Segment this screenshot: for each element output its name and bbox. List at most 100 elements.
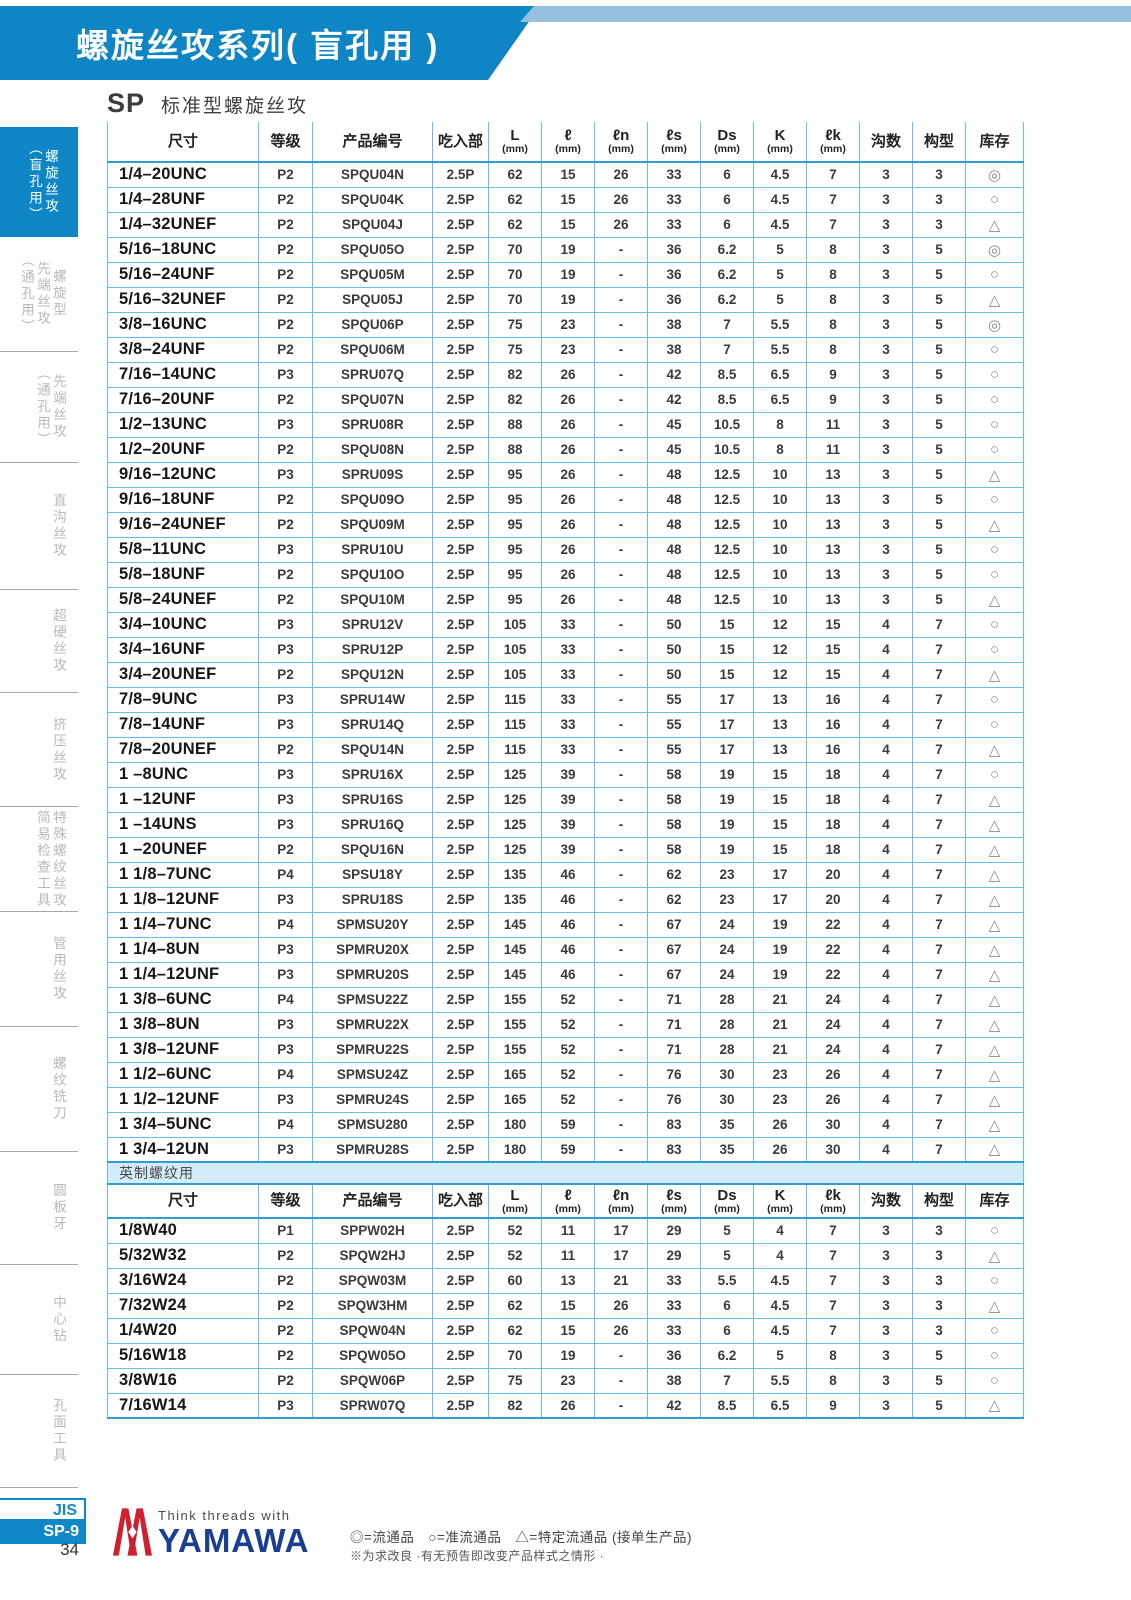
L-cell: 70 [488,236,542,263]
product-code-cell: SPQW2HJ [312,1242,433,1269]
flutes-cell: 4 [859,961,913,988]
lk-cell: 22 [806,961,860,988]
K-cell: 19 [753,961,807,988]
sidebar-tab-4[interactable]: 直沟丝攻 [0,463,78,590]
sidebar-tab-8[interactable]: 管用丝攻 [0,912,78,1027]
size-cell: 1 1/4–7UNC [107,911,259,938]
L-cell: 125 [488,811,542,838]
sidebar-tab-5[interactable]: 超硬丝攻 [0,590,78,693]
table-row: 5/8–18UNF P2 SPQU10O 2.5P 95 26-48 12.5 10 13 3 5 ○ [107,561,1024,588]
form-cell: 7 [912,911,966,938]
table-row: 3/16W24 P2 SPQW03M 2.5P 60 13 21 33 5.5 4.5 7 3 3 ○ [107,1267,1024,1294]
table-row: 7/16W14 P3 SPRW07Q 2.5P 82 26-42 8.5 6.5 9 3 5 △ [107,1392,1024,1419]
product-code-cell: SPQU05O [312,236,433,263]
l-cell: 26 [541,536,595,563]
product-code-cell: SPQU12N [312,661,433,688]
page-ref-badge: SP-9 [0,1519,86,1544]
ln-cell: - [594,236,648,263]
size-cell: 5/32W32 [107,1242,259,1269]
grade-cell: P3 [258,1036,313,1063]
ls-cell: 71 [647,986,701,1013]
sidebar-tab-2[interactable]: 螺旋型 先端丝攻 （通孔用） [0,237,78,352]
flutes-cell: 3 [859,1217,913,1244]
Ds-cell: 10.5 [700,436,754,463]
stock-cell: △ [965,211,1024,238]
L-cell: 135 [488,861,542,888]
lk-cell: 9 [806,386,860,413]
product-code-cell: SPQU05M [312,261,433,288]
stock-cell: △ [965,736,1024,763]
form-cell: 3 [912,1317,966,1344]
L-cell: 70 [488,1342,542,1369]
L-cell: 95 [488,561,542,588]
ls-cell: 48 [647,461,701,488]
K-cell: 10 [753,486,807,513]
size-cell: 3/8W16 [107,1367,259,1394]
sidebar-tab-11[interactable]: 中心钻 [0,1265,78,1375]
table-row: 1 3/4–5UNC P4 SPMSU280 2.5P 180 59-83 35 26 30 4 7… [107,1111,1024,1138]
form-cell: 5 [912,1367,966,1394]
sidebar-tab-3[interactable]: 先端丝攻 （通孔用） [0,352,78,463]
form-cell: 3 [912,186,966,213]
grade-cell: P3 [258,936,313,963]
lk-cell: 16 [806,736,860,763]
sidebar-tab-label: 先端丝攻 [51,374,66,440]
sidebar-tab-12[interactable]: 孔面工具 [0,1375,78,1488]
stock-cell: △ [965,861,1024,888]
sidebar-tab-6[interactable]: 挤压丝攻 [0,693,78,807]
size-cell: 1/4–28UNF [107,186,259,213]
ls-cell: 55 [647,736,701,763]
lk-cell: 8 [806,1342,860,1369]
K-cell: 12 [753,636,807,663]
size-cell: 5/8–11UNC [107,536,259,563]
sidebar-tab-7[interactable]: 特殊螺纹丝攻 简易检查工具 [0,807,78,912]
header-row: 尺寸 等级 产品编号 吃入部 L (mm) ℓ (mm) ℓn (mm) ℓs (mm) Ds (mm) K… [107,122,1024,163]
size-cell: 1/2–13UNC [107,411,259,438]
form-cell: 7 [912,811,966,838]
grade-cell: P2 [258,386,313,413]
size-cell: 1 –14UNS [107,811,259,838]
K-cell: 5 [753,236,807,263]
size-cell: 1 –20UNEF [107,836,259,863]
l-cell: 26 [541,511,595,538]
ln-cell: - [594,761,648,788]
sidebar-tab-9[interactable]: 螺纹铣刀 [0,1027,78,1152]
chamfer-cell: 2.5P [432,636,489,663]
form-cell: 5 [912,436,966,463]
form-cell: 7 [912,886,966,913]
flutes-cell: 3 [859,361,913,388]
flutes-cell: 4 [859,1111,913,1138]
sidebar-tab-1[interactable]: 螺旋丝攻 （盲孔用） [0,127,78,237]
flutes-cell: 4 [859,886,913,913]
L-cell: 155 [488,1036,542,1063]
size-cell: 1 –12UNF [107,786,259,813]
size-cell: 5/16–32UNEF [107,286,259,313]
flutes-cell: 4 [859,1011,913,1038]
lk-cell: 18 [806,761,860,788]
size-cell: 5/8–24UNEF [107,586,259,613]
stock-cell: △ [965,1061,1024,1088]
ls-cell: 45 [647,411,701,438]
K-cell: 26 [753,1111,807,1138]
col-header-K: K (mm) [753,1183,807,1219]
Ds-cell: 7 [700,336,754,363]
col-header-ls: ℓs (mm) [647,122,701,163]
sidebar-tab-10[interactable]: 圆板牙 [0,1152,78,1265]
chamfer-cell: 2.5P [432,1317,489,1344]
table-row: 1 –20UNEF P2 SPQU16N 2.5P 125 39-58 19 15 18 4 7 △ [107,836,1024,863]
K-cell: 4 [753,1217,807,1244]
ln-cell: - [594,511,648,538]
table-row: 7/8–20UNEF P2 SPQU14N 2.5P 115 33-55 17 13 16 4 7 △ [107,736,1024,763]
L-cell: 88 [488,436,542,463]
ln-cell: - [594,286,648,313]
L-cell: 105 [488,611,542,638]
form-cell: 7 [912,936,966,963]
product-code-cell: SPRU10U [312,536,433,563]
flutes-cell: 3 [859,511,913,538]
K-cell: 5.5 [753,311,807,338]
chamfer-cell: 2.5P [432,486,489,513]
stock-cell: △ [965,1086,1024,1113]
flutes-cell: 4 [859,1086,913,1113]
l-cell: 46 [541,936,595,963]
L-cell: 75 [488,311,542,338]
